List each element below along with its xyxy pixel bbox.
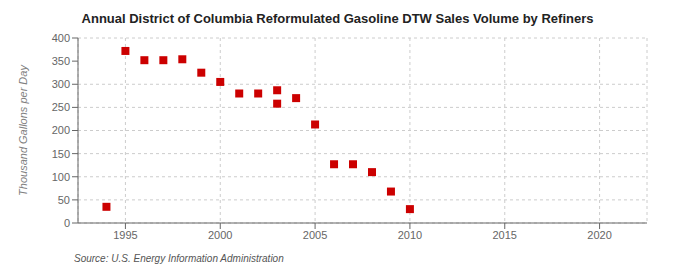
svg-text:400: 400 — [52, 32, 70, 44]
svg-text:1995: 1995 — [113, 229, 137, 241]
svg-text:2010: 2010 — [398, 229, 422, 241]
svg-text:250: 250 — [52, 101, 70, 113]
svg-text:150: 150 — [52, 148, 70, 160]
svg-text:2020: 2020 — [587, 229, 611, 241]
svg-text:350: 350 — [52, 55, 70, 67]
svg-text:Thousand Gallons per Day: Thousand Gallons per Day — [17, 64, 29, 196]
svg-text:2005: 2005 — [303, 229, 327, 241]
svg-text:50: 50 — [58, 194, 70, 206]
html-text:Annual District of Columbia Re: Annual District of Columbia Reformulated… — [81, 11, 594, 26]
svg-text:2000: 2000 — [208, 229, 232, 241]
svg-text:300: 300 — [52, 78, 70, 90]
svg-text:100: 100 — [52, 171, 70, 183]
svg-text:2015: 2015 — [493, 229, 517, 241]
html-text:Source: U.S. Energy Informatio: Source: U.S. Energy Information Administ… — [74, 253, 284, 264]
svg-text:0: 0 — [64, 217, 70, 229]
svg-text:200: 200 — [52, 124, 70, 136]
